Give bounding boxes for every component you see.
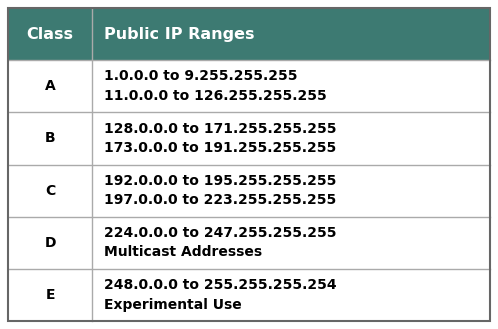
Text: Public IP Ranges: Public IP Ranges xyxy=(105,27,255,41)
Text: E: E xyxy=(45,288,55,302)
Text: 224.0.0.0 to 247.255.255.255
Multicast Addresses: 224.0.0.0 to 247.255.255.255 Multicast A… xyxy=(105,226,337,260)
Text: 128.0.0.0 to 171.255.255.255
173.0.0.0 to 191.255.255.255: 128.0.0.0 to 171.255.255.255 173.0.0.0 t… xyxy=(105,122,337,155)
Text: 1.0.0.0 to 9.255.255.255
11.0.0.0 to 126.255.255.255: 1.0.0.0 to 9.255.255.255 11.0.0.0 to 126… xyxy=(105,69,327,103)
Text: 248.0.0.0 to 255.255.255.254
Experimental Use: 248.0.0.0 to 255.255.255.254 Experimenta… xyxy=(105,278,337,312)
Bar xyxy=(8,217,490,269)
Bar xyxy=(8,8,490,60)
Bar xyxy=(8,112,490,164)
Bar xyxy=(8,60,490,112)
Text: 192.0.0.0 to 195.255.255.255
197.0.0.0 to 223.255.255.255: 192.0.0.0 to 195.255.255.255 197.0.0.0 t… xyxy=(105,174,337,207)
Bar xyxy=(8,164,490,217)
Bar xyxy=(8,269,490,321)
Text: D: D xyxy=(44,236,56,250)
Text: Class: Class xyxy=(27,27,74,41)
Text: B: B xyxy=(45,131,55,145)
Text: C: C xyxy=(45,184,55,198)
Text: A: A xyxy=(45,79,56,93)
